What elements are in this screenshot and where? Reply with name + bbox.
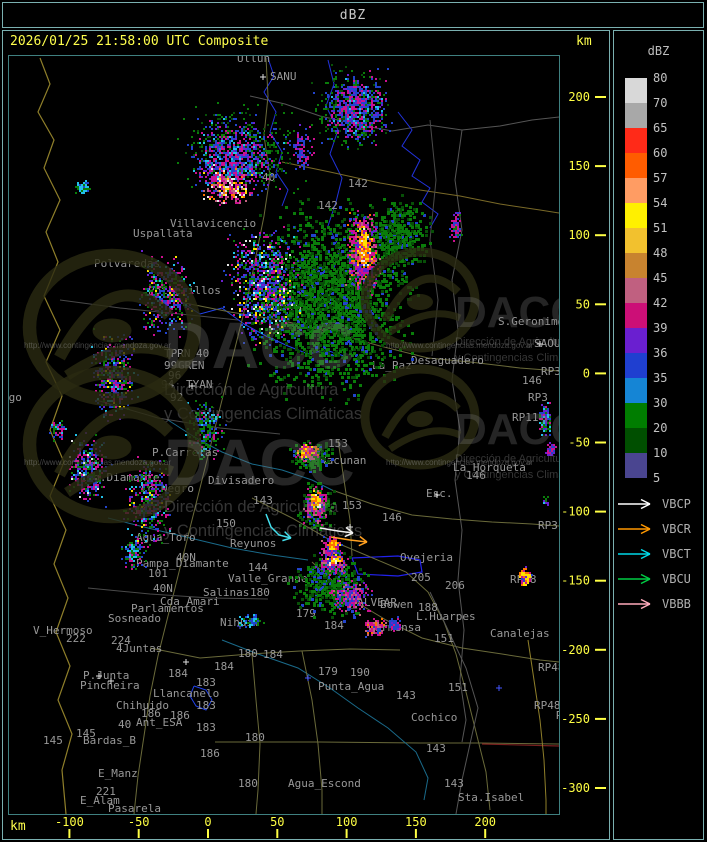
- y-axis-tick-label: -50: [568, 436, 590, 450]
- color-band-label: 65: [653, 121, 668, 135]
- color-band: [625, 278, 647, 303]
- color-band: [625, 78, 647, 103]
- watermark-line1: Dirección de Agricultura: [164, 498, 339, 516]
- color-band: [625, 178, 647, 203]
- color-band: [625, 228, 647, 253]
- color-band: [625, 253, 647, 278]
- y-axis-tick-label: 150: [568, 159, 590, 173]
- watermark-line1: Dirección de Agricultura: [164, 381, 339, 399]
- x-axis-tick-label: 150: [405, 815, 427, 829]
- color-band-label: 57: [653, 171, 668, 185]
- y-axis-tick-label: -300: [561, 781, 590, 795]
- watermark-line2: y Contingencias Climáticas: [455, 352, 588, 364]
- color-band: [625, 153, 647, 178]
- title-bar: dBZ: [2, 2, 704, 28]
- legend-panel: [613, 30, 704, 840]
- watermark-url: http://www.contingencias.mendoza.gov.ar: [386, 458, 533, 467]
- storm-motion-arrow: [330, 536, 368, 543]
- color-band-label: 36: [653, 346, 668, 360]
- color-band-label: 42: [653, 296, 668, 310]
- watermark-line2: y Contingencias Climáticas: [164, 405, 362, 423]
- storm-motion-arrow: [319, 527, 354, 534]
- color-band: [625, 303, 647, 328]
- vector-legend-label-VBBB: VBBB: [662, 597, 691, 611]
- x-axis-tick-label: -50: [128, 815, 150, 829]
- color-band: [625, 128, 647, 153]
- dacc-logo-icon: [360, 247, 480, 353]
- color-band: [625, 453, 647, 478]
- vector-legend-label-VBCR: VBCR: [662, 522, 692, 536]
- color-band-label: 45: [653, 271, 668, 285]
- timestamp-label: 2026/01/25 21:58:00 UTC Composite: [10, 34, 269, 49]
- watermark-url: http://www.contingencias.mendoza.gov.ar: [24, 341, 171, 350]
- color-band-label: 39: [653, 321, 668, 335]
- color-band-label: 5: [653, 471, 661, 485]
- dacc-logo-icon: [360, 364, 480, 470]
- color-band-label: 51: [653, 221, 668, 235]
- color-band-label: 10: [653, 446, 668, 460]
- watermark-brand: DACC: [164, 425, 355, 499]
- dacc-logo-icon: [22, 365, 202, 524]
- y-axis-tick-label: -100: [561, 505, 590, 519]
- watermark-url: http://www.contingencias.mendoza.gov.ar: [386, 341, 533, 350]
- y-axis-unit-label: km: [576, 34, 592, 49]
- y-axis-tick-label: -250: [561, 712, 590, 726]
- watermark-line2: y Contingencias Climáticas: [455, 469, 588, 481]
- y-axis-tick-label: -150: [561, 574, 590, 588]
- page-title: dBZ: [339, 7, 367, 23]
- y-axis-tick-label: 200: [568, 90, 590, 104]
- vector-legend-label-VBCP: VBCP: [662, 497, 691, 511]
- x-axis-tick-label: 200: [474, 815, 496, 829]
- colorscale-title: dBZ: [647, 44, 670, 58]
- color-band-label: 70: [653, 96, 668, 110]
- color-band: [625, 403, 647, 428]
- x-axis-tick-label: 0: [204, 815, 211, 829]
- color-band-label: 60: [653, 146, 668, 160]
- y-axis-tick-label: 50: [576, 297, 590, 311]
- x-axis-tick-label: -100: [55, 815, 84, 829]
- color-band-label: 35: [653, 371, 668, 385]
- color-band: [625, 428, 647, 453]
- watermark-url: http://www.contingencias.mendoza.gov.ar: [24, 458, 171, 467]
- watermark-line2: y Contingencias Climáticas: [164, 522, 362, 540]
- color-band: [625, 103, 647, 128]
- color-band-label: 20: [653, 421, 668, 435]
- watermark-line1: Dirección de Agricultura: [455, 453, 572, 465]
- color-band: [625, 378, 647, 403]
- watermark-brand: DACC: [455, 405, 582, 454]
- watermark-brand: DACC: [455, 288, 582, 337]
- color-band: [625, 203, 647, 228]
- color-band: [625, 328, 647, 353]
- color-band: [625, 353, 647, 378]
- y-axis-tick-label: 0: [583, 366, 590, 380]
- watermark-line1: Dirección de Agricultura: [455, 336, 572, 348]
- vector-legend-label-VBCT: VBCT: [662, 547, 691, 561]
- color-band-label: 80: [653, 71, 668, 85]
- color-band-label: 48: [653, 246, 668, 260]
- vector-legend-label-VBCU: VBCU: [662, 572, 691, 586]
- x-axis-unit-label: km: [10, 819, 26, 834]
- color-band-label: 54: [653, 196, 668, 210]
- dacc-logo-icon: [22, 248, 202, 407]
- y-axis-tick-label: -200: [561, 643, 590, 657]
- watermark-brand: DACC: [164, 308, 355, 382]
- y-axis-tick-label: 100: [568, 228, 590, 242]
- x-axis-tick-label: 100: [336, 815, 358, 829]
- storm-motion-arrow: [265, 513, 292, 539]
- x-axis-tick-label: 50: [270, 815, 284, 829]
- radar-panel: [2, 30, 610, 840]
- color-band-label: 30: [653, 396, 668, 410]
